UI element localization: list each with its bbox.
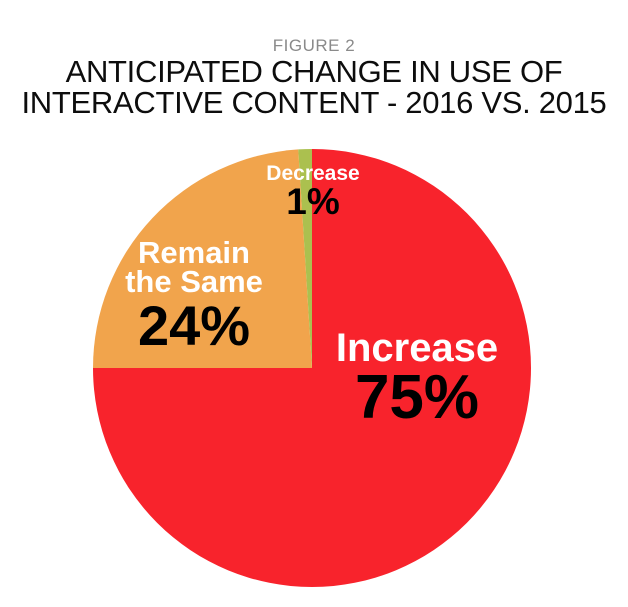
chart-title-line1: ANTICIPATED CHANGE IN USE OF: [65, 54, 563, 89]
slice-label-decrease: Decrease 1%: [266, 162, 360, 222]
figure-number: FIGURE 2: [272, 36, 356, 55]
slice-name-remain-line2: the Same: [125, 263, 263, 299]
slice-name-increase: Increase: [335, 326, 499, 370]
chart-title-line2: INTERACTIVE CONTENT - 2016 VS. 2015: [21, 85, 607, 120]
pie-slice-remain-the-same: [93, 149, 312, 368]
slice-value-remain: 24%: [137, 293, 251, 357]
slice-label-remain-the-same: Remain the Same 24%: [125, 235, 263, 357]
slice-value-decrease: 1%: [286, 181, 340, 222]
pie-slice-decrease: [298, 149, 312, 368]
chart-title: ANTICIPATED CHANGE IN USE OF INTERACTIVE…: [0, 56, 628, 118]
slice-label-increase: Increase 75%: [336, 327, 498, 428]
slice-value-increase: 75%: [354, 363, 480, 432]
slice-name-decrease: Decrease: [266, 162, 360, 185]
slice-name-remain-line1: Remain: [138, 235, 250, 270]
